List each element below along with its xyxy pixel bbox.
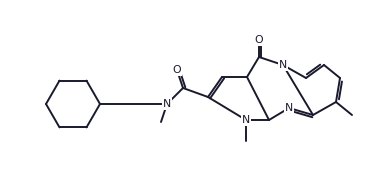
Text: N: N xyxy=(285,103,293,113)
Text: O: O xyxy=(255,35,263,45)
Text: N: N xyxy=(279,60,287,70)
Text: N: N xyxy=(242,115,250,125)
Text: N: N xyxy=(163,99,171,109)
Text: O: O xyxy=(173,65,181,75)
